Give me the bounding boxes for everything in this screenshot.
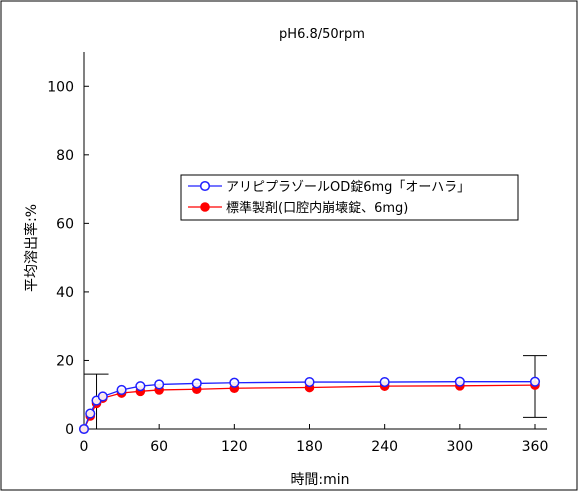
series-1-point <box>116 384 127 395</box>
x-tick-label: 240 <box>371 439 398 455</box>
y-axis-label: 平均溶出率:% <box>23 204 40 292</box>
axes: 0 60 120 180 240 300 360 0 20 40 60 80 100 <box>47 52 548 455</box>
series-1-point <box>304 376 315 388</box>
series-1-point <box>454 376 465 387</box>
legend-marker-series-2 <box>200 202 210 212</box>
y-tick-label: 80 <box>56 148 74 164</box>
y-tick-label: 40 <box>56 285 74 301</box>
y-tick-label: 0 <box>65 422 74 438</box>
series-group <box>78 376 541 435</box>
x-tick-label: 360 <box>522 439 549 455</box>
legend-label-series-2: 標準製剤(口腔内崩壊錠、6mg) <box>226 200 408 216</box>
series-1-point <box>97 391 108 402</box>
series-1-point <box>229 377 240 388</box>
series-1-point <box>78 423 90 435</box>
x-axis-label: 時間:min <box>290 472 349 488</box>
chart-title: pH6.8/50rpm <box>279 27 365 42</box>
x-tick-label: 120 <box>221 439 248 455</box>
legend-box <box>180 174 519 221</box>
series-1-point <box>85 408 96 419</box>
y-tick-label: 60 <box>56 216 74 232</box>
series-1-point <box>154 379 165 390</box>
legend-marker-series-1 <box>199 180 211 192</box>
y-tick-label: 20 <box>56 353 74 369</box>
y-tick-label: 100 <box>47 79 74 95</box>
x-tick-label: 180 <box>296 439 323 455</box>
series-1-point <box>191 378 202 389</box>
legend-label-series-1: アリピプラゾールOD錠6mg「オーハラ」 <box>226 180 470 195</box>
x-tick-label: 0 <box>80 439 89 455</box>
x-tick-label: 300 <box>446 439 473 455</box>
series-1-point <box>135 381 146 392</box>
series-1-point <box>379 376 390 388</box>
legend: アリピプラゾールOD錠6mg「オーハラ」 標準製剤(口腔内崩壊錠、6mg) <box>180 174 519 221</box>
x-tick-label: 60 <box>150 439 168 455</box>
series-1-point <box>529 376 541 387</box>
